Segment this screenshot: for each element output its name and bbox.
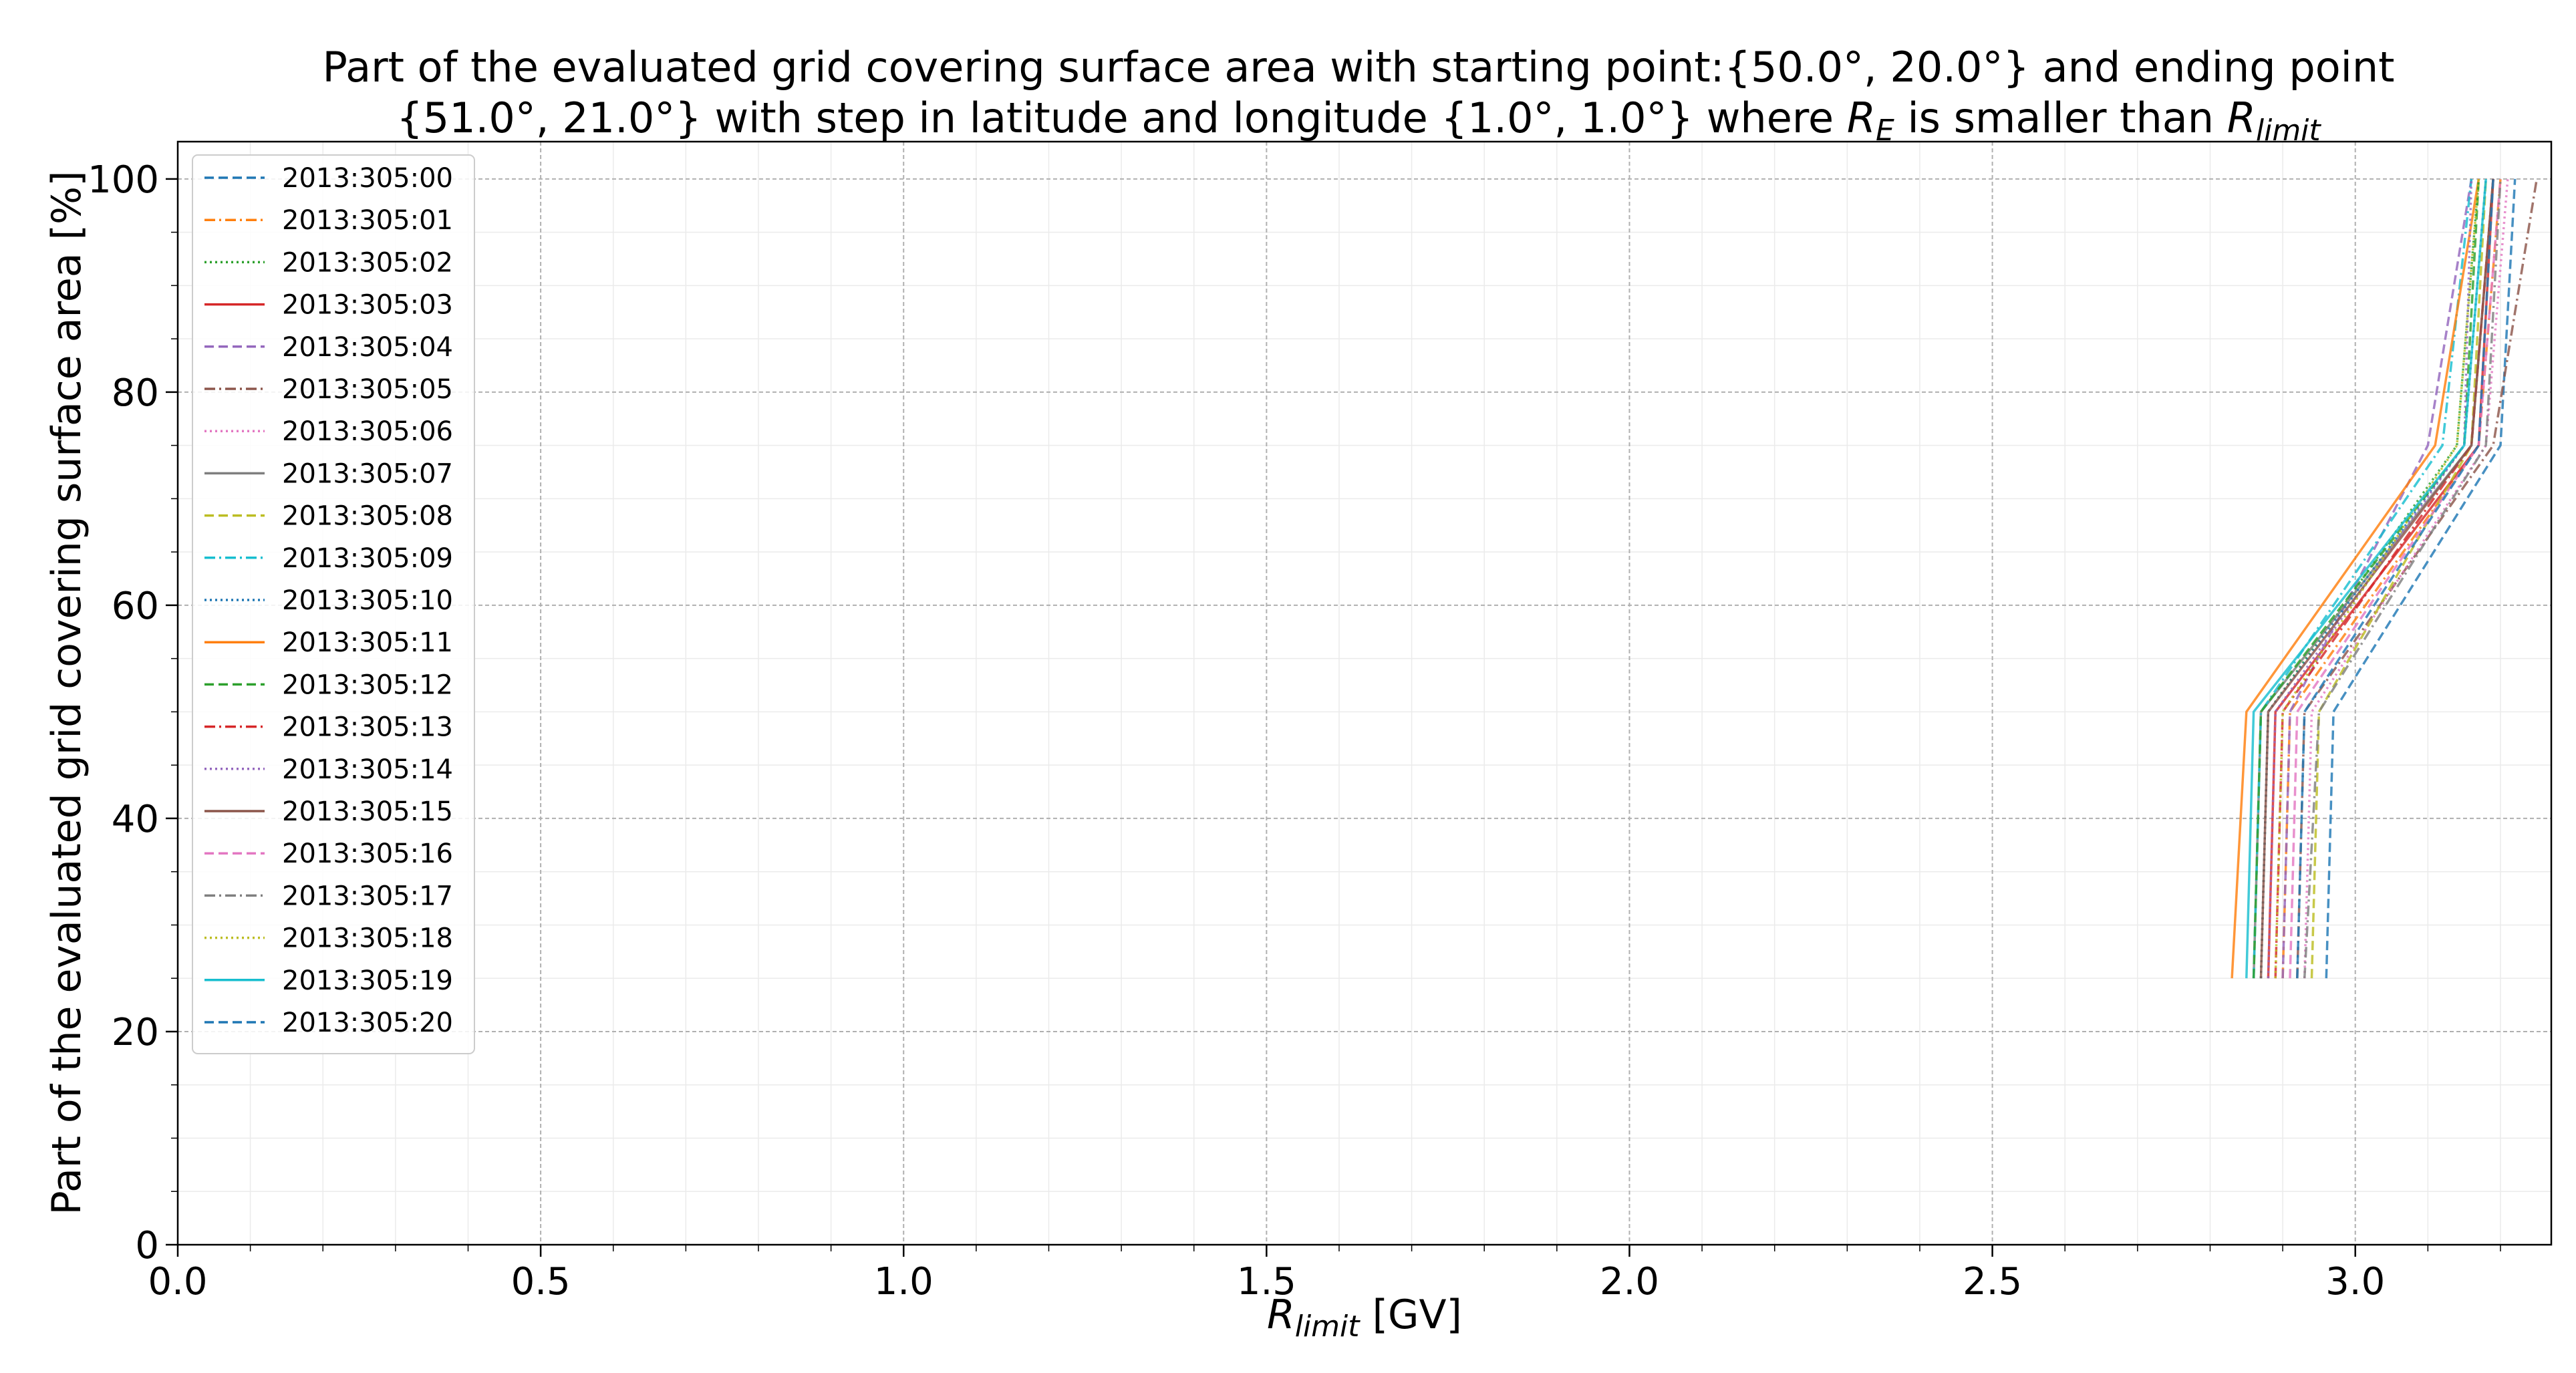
y-tick-label: 0 (135, 1224, 159, 1267)
legend-label: 2013:305:13 (282, 712, 453, 743)
series-line-2013-305-04 (2281, 178, 2473, 979)
x-label-main: R (1267, 1291, 1295, 1338)
y-tick-label: 20 (112, 1011, 159, 1054)
legend-label: 2013:305:09 (282, 543, 453, 574)
x-tick-label: 1.5 (1237, 1260, 1296, 1304)
y-tick-label: 100 (88, 158, 159, 202)
y-axis-label: Part of the evaluated grid covering surf… (43, 171, 90, 1215)
legend-label: 2013:305:18 (282, 923, 453, 954)
legend-label: 2013:305:14 (282, 754, 453, 785)
legend-label: 2013:305:01 (282, 205, 453, 236)
series-line-2013-305-12 (2252, 178, 2480, 979)
chart-title-line-1: Part of the evaluated grid covering surf… (323, 43, 2395, 92)
legend-label: 2013:305:08 (282, 501, 453, 532)
legend-label: 2013:305:02 (282, 247, 453, 278)
series-line-2013-305-08 (2310, 178, 2487, 979)
title-rl-main: R (2227, 94, 2256, 142)
title-rl-sub: limit (2256, 114, 2322, 148)
title-re-sub: E (1876, 114, 1894, 148)
legend-label: 2013:305:12 (282, 669, 453, 700)
series-line-2013-305-19 (2245, 178, 2487, 979)
x-tick-label: 2.0 (1600, 1260, 1659, 1304)
legend-label: 2013:305:15 (282, 796, 453, 827)
series-line-2013-305-20 (2296, 178, 2494, 979)
x-axis-label: Rlimit [GV] (1267, 1291, 1462, 1344)
x-tick-label: 0.0 (148, 1260, 207, 1304)
legend-label: 2013:305:03 (282, 290, 453, 321)
legend: 2013:305:00 2013:305:01 2013:305:02 2013:30… (192, 154, 475, 1054)
title-text-b: is smaller than (1894, 94, 2227, 142)
legend-label: 2013:305:07 (282, 458, 453, 489)
chart-title-line-2: {51.0°, 21.0°} with step in latitude and… (396, 94, 2321, 148)
x-tick-label: 3.0 (2325, 1260, 2385, 1304)
series-layer (2231, 178, 2539, 979)
legend-label: 2013:305:20 (282, 1008, 453, 1038)
x-tick-label: 1.0 (874, 1260, 934, 1304)
x-label-sub: limit (1295, 1310, 1361, 1344)
legend-label: 2013:305:05 (282, 374, 453, 405)
tick-layer: 0.0 0.5 1.0 1.5 2.0 2.5 3.0 0 20 40 60 80 100 (88, 158, 2501, 1304)
legend-label: 2013:305:11 (282, 627, 453, 658)
plot-area-frame (176, 140, 2553, 1246)
legend-label: 2013:305:04 (282, 332, 453, 363)
legend-label: 2013:305:00 (282, 163, 453, 194)
series-line-2013-305-15 (2259, 178, 2494, 979)
series-line-2013-305-17 (2303, 178, 2502, 979)
title-text-a: {51.0°, 21.0°} with step in latitude and… (396, 94, 1847, 142)
y-tick-label: 80 (112, 371, 159, 415)
x-tick-label: 0.5 (511, 1260, 571, 1304)
legend-frame (192, 154, 475, 1054)
legend-label: 2013:305:16 (282, 838, 453, 869)
y-tick-label: 60 (112, 585, 159, 628)
x-tick-label: 2.5 (1963, 1260, 2022, 1304)
legend-label: 2013:305:10 (282, 585, 453, 616)
series-line-2013-305-11 (2231, 178, 2480, 979)
legend-label: 2013:305:06 (282, 416, 453, 447)
title-re-main: R (1847, 94, 1876, 142)
legend-label: 2013:305:17 (282, 881, 453, 911)
legend-label: 2013:305:19 (282, 965, 453, 996)
x-label-rest: [GV] (1360, 1291, 1462, 1338)
y-tick-label: 40 (112, 798, 159, 841)
series-line-2013-305-00 (2325, 178, 2517, 979)
series-line-2013-305-16 (2289, 178, 2502, 979)
